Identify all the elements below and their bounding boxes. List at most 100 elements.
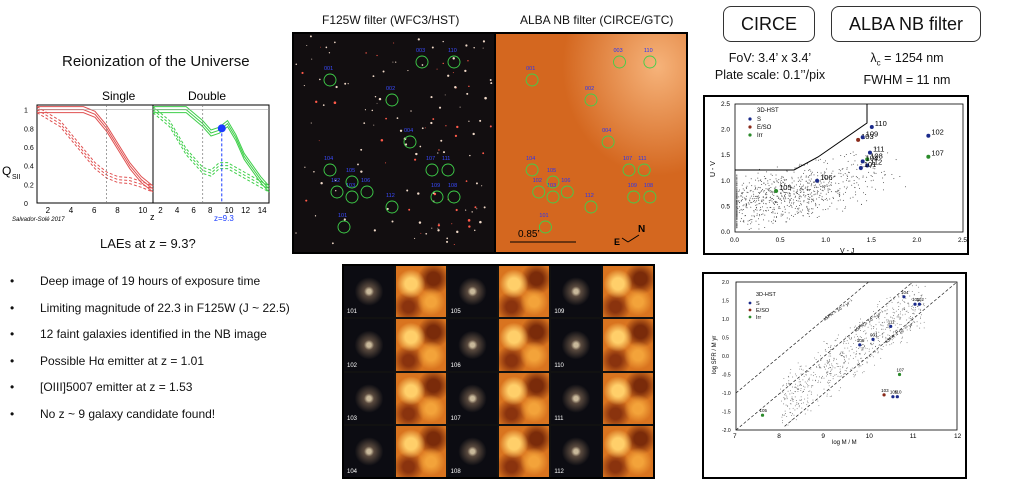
uvj-bg-point bbox=[739, 210, 741, 212]
uvj-bg-point bbox=[756, 196, 758, 198]
sfr-bg-point bbox=[911, 285, 913, 287]
sfr-bg-point bbox=[859, 322, 861, 323]
uvj-bg-point bbox=[846, 186, 848, 188]
field-star bbox=[295, 232, 297, 234]
uvj-bg-point bbox=[776, 180, 778, 182]
sfr-bg-point bbox=[804, 386, 806, 388]
field-star bbox=[484, 96, 487, 100]
sfr-bg-point bbox=[859, 347, 861, 349]
sfr-bg-point bbox=[845, 342, 847, 344]
sfr-bg-point bbox=[909, 319, 911, 321]
sfr-bg-point bbox=[807, 397, 809, 399]
sfr-point bbox=[897, 372, 902, 377]
uvj-bg-point bbox=[824, 188, 826, 190]
uvj-bg-point bbox=[809, 189, 811, 191]
uvj-point bbox=[774, 189, 779, 194]
sfr-bg-point bbox=[916, 325, 918, 327]
uvj-bg-point bbox=[754, 195, 756, 197]
uvj-bg-point bbox=[736, 215, 738, 217]
sfr-bg-point bbox=[782, 385, 784, 387]
uvj-bg-point bbox=[807, 182, 809, 184]
uvj-bg-point bbox=[745, 195, 747, 197]
uvj-bg-point bbox=[819, 158, 821, 160]
sfr-bg-point bbox=[900, 311, 901, 313]
sfr-bg-point bbox=[867, 326, 869, 328]
uvj-bg-point bbox=[832, 170, 834, 172]
uvj-bg-point bbox=[813, 194, 815, 196]
uvj-bg-point bbox=[755, 220, 757, 222]
field-star bbox=[420, 232, 422, 234]
sfr-bg-point bbox=[819, 366, 821, 367]
field-star bbox=[483, 206, 486, 209]
uvj-bg-point bbox=[767, 189, 769, 191]
x-tick-label: 10 bbox=[138, 206, 147, 215]
sfr-bg-point bbox=[826, 343, 828, 345]
uvj-bg-point bbox=[759, 215, 761, 217]
uvj-bg-point bbox=[857, 164, 859, 166]
sfr-bg-point bbox=[836, 365, 838, 367]
uvj-bg-point bbox=[777, 195, 779, 197]
uvj-bg-point bbox=[781, 176, 783, 178]
sfr-bg-point bbox=[896, 333, 898, 335]
thumb-nb bbox=[499, 372, 550, 424]
sfr-bg-point bbox=[877, 352, 879, 354]
sfr-bg-point bbox=[843, 341, 844, 343]
field-star bbox=[479, 220, 482, 224]
uvj-bg-point bbox=[783, 197, 785, 199]
uvj-bg-point bbox=[806, 190, 808, 192]
sfr-bg-point bbox=[878, 344, 880, 346]
field-star bbox=[376, 54, 378, 57]
uvj-bg-point bbox=[768, 220, 770, 222]
uvj-bg-point bbox=[773, 182, 775, 184]
uvj-bg-point bbox=[791, 176, 793, 178]
sfr-bg-point bbox=[897, 315, 899, 316]
uvj-bg-point bbox=[762, 196, 764, 198]
uvj-bg-point bbox=[806, 206, 808, 208]
uvj-bg-point bbox=[736, 220, 738, 222]
sfr-bg-point bbox=[814, 357, 816, 359]
sfr-bg-point bbox=[862, 347, 864, 349]
sfr-x-tick: 10 bbox=[866, 433, 874, 440]
sfr-y-tick: -1.0 bbox=[722, 391, 731, 397]
sfr-bg-point bbox=[908, 305, 910, 307]
uvj-bg-point bbox=[798, 211, 800, 213]
sfr-bg-point bbox=[861, 360, 863, 361]
uvj-bg-point bbox=[797, 209, 799, 211]
field-star bbox=[468, 85, 470, 88]
uvj-xlabel: V - J bbox=[840, 248, 854, 255]
sfr-bg-point bbox=[877, 349, 879, 351]
sfr-bg-point bbox=[802, 369, 804, 371]
uvj-bg-point bbox=[772, 219, 774, 221]
fov-text: FoV: 3.4’ x 3.4’ bbox=[728, 51, 812, 65]
uvj-bg-point bbox=[736, 183, 738, 185]
uvj-bg-point bbox=[806, 163, 808, 165]
sfr-bg-point bbox=[918, 299, 920, 301]
field-star bbox=[303, 85, 305, 87]
sfr-bg-point bbox=[790, 369, 792, 371]
uvj-bg-point bbox=[773, 194, 775, 196]
sfr-point bbox=[902, 295, 906, 299]
uvj-bg-point bbox=[793, 180, 795, 182]
uvj-bg-point bbox=[814, 191, 816, 193]
svg-text:E/SO: E/SO bbox=[757, 125, 772, 131]
uvj-bg-point bbox=[780, 193, 782, 195]
sfr-bg-point bbox=[792, 398, 794, 400]
q-curve-1 bbox=[36, 106, 154, 187]
uvj-bg-point bbox=[824, 177, 826, 179]
field-star bbox=[347, 83, 349, 85]
sfr-bg-point bbox=[892, 311, 894, 313]
uvj-bg-point bbox=[837, 189, 839, 191]
sfr-bg-point bbox=[885, 338, 887, 340]
uvj-bg-point bbox=[789, 184, 791, 186]
nb-source-label: 103 bbox=[547, 183, 556, 189]
nb-source-label: 102 bbox=[533, 178, 542, 184]
sfr-bg-point bbox=[786, 416, 788, 418]
sfr-bg-point bbox=[830, 355, 832, 357]
sfr-bg-point bbox=[903, 301, 905, 302]
uvj-bg-point bbox=[808, 179, 810, 181]
uvj-bg-point bbox=[818, 196, 820, 198]
sfr-bg-point bbox=[812, 379, 814, 381]
uvj-bg-point bbox=[858, 178, 860, 180]
thumb-label: 106 bbox=[450, 362, 461, 369]
q-curve-1 bbox=[152, 112, 270, 193]
